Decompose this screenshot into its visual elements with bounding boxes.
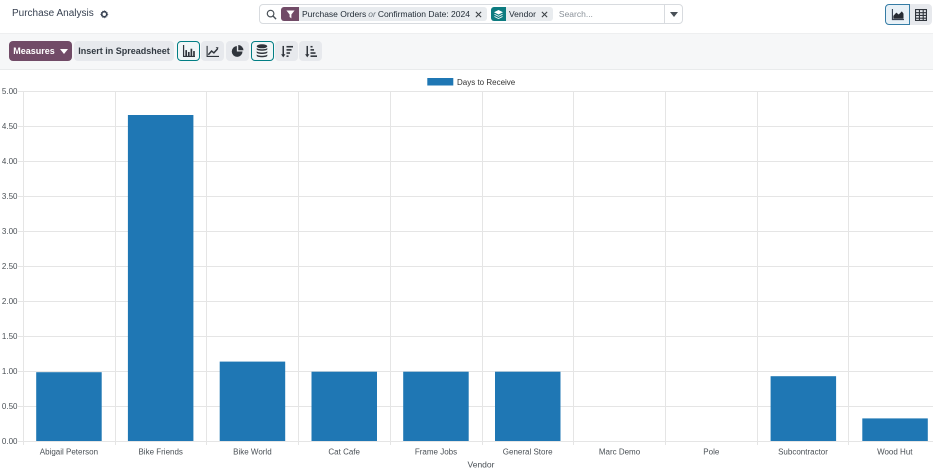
svg-text:3.50: 3.50 (2, 192, 18, 201)
svg-text:Vendor: Vendor (468, 460, 495, 470)
svg-text:Subcontractor: Subcontractor (778, 448, 828, 457)
svg-text:4.50: 4.50 (2, 122, 18, 131)
svg-text:Abigail Peterson: Abigail Peterson (40, 448, 98, 457)
svg-text:Marc Demo: Marc Demo (599, 448, 641, 457)
svg-text:2.00: 2.00 (2, 297, 18, 306)
svg-text:Days to Receive: Days to Receive (457, 78, 516, 87)
svg-text:Wood Hut: Wood Hut (877, 448, 913, 457)
svg-text:5.00: 5.00 (2, 87, 18, 96)
svg-text:1.50: 1.50 (2, 332, 18, 341)
svg-text:Cat Cafe: Cat Cafe (328, 448, 360, 457)
svg-text:1.00: 1.00 (2, 367, 18, 376)
svg-text:2.50: 2.50 (2, 262, 18, 271)
svg-text:Bike World: Bike World (233, 448, 272, 457)
svg-text:General Store: General Store (503, 448, 553, 457)
svg-text:4.00: 4.00 (2, 157, 18, 166)
svg-text:0.00: 0.00 (2, 437, 18, 446)
svg-text:3.00: 3.00 (2, 227, 18, 236)
svg-text:0.50: 0.50 (2, 402, 18, 411)
svg-text:Bike Friends: Bike Friends (138, 448, 182, 457)
svg-text:Pole: Pole (703, 448, 720, 457)
svg-text:Frame Jobs: Frame Jobs (415, 448, 457, 457)
